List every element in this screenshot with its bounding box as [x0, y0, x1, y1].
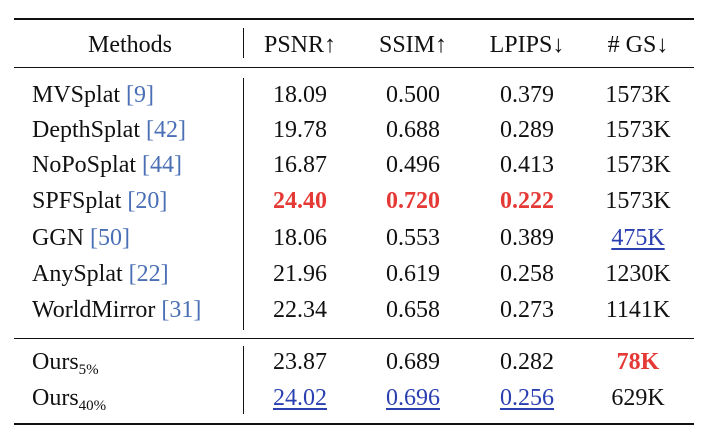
metric-value: 0.413	[500, 152, 554, 178]
citation: [20]	[127, 188, 168, 214]
metric-value: 1573K	[605, 117, 671, 143]
column-rule	[243, 28, 244, 58]
method-name: Ours40%	[32, 385, 106, 414]
metric-value: 21.96	[273, 261, 327, 287]
column-header: SSIM↑	[378, 32, 448, 58]
metric-value: 18.06	[273, 225, 327, 251]
metric-value: 0.256	[500, 385, 554, 411]
metric-value: 0.688	[386, 117, 440, 143]
metric-value: 19.78	[273, 117, 327, 143]
citation: [9]	[126, 82, 154, 108]
metric-value: 18.09	[273, 82, 327, 108]
column-rule	[243, 346, 244, 414]
metric-value: 0.689	[386, 349, 440, 375]
method-name: WorldMirror [31]	[32, 298, 201, 322]
method: GGN	[32, 225, 84, 251]
metric-value: 1573K	[605, 152, 671, 178]
column-header: PSNR↑	[263, 32, 337, 58]
bottom-rule	[14, 423, 694, 425]
method: Ours	[32, 349, 79, 375]
top-rule	[14, 18, 694, 20]
metric-value: 475K	[611, 225, 665, 251]
metric-value: 0.273	[500, 297, 554, 323]
subscript: 5%	[78, 362, 99, 378]
method: NoPoSplat	[32, 152, 137, 178]
method: DepthSplat	[32, 117, 140, 143]
method-name: AnySplat [22]	[32, 262, 169, 286]
metric-value: 1230K	[605, 261, 671, 287]
method: AnySplat	[32, 261, 123, 287]
citation: [31]	[161, 297, 202, 323]
citation: [42]	[146, 117, 186, 143]
metric-value: 1573K	[605, 188, 671, 214]
method: SPFSplat	[32, 188, 122, 214]
metric-value: 0.658	[386, 297, 440, 323]
metric-value: 0.379	[500, 82, 554, 108]
method-name: DepthSplat [42]	[32, 118, 186, 142]
column-header: LPIPS↓	[489, 32, 565, 58]
metric-value: 0.553	[386, 225, 440, 251]
metric-value: 23.87	[273, 349, 327, 375]
method: Ours	[32, 385, 79, 411]
column-header: Methods	[88, 32, 172, 58]
method-name: MVSplat [9]	[32, 83, 154, 107]
metric-value: 0.222	[500, 188, 554, 214]
column-header: # GS↓	[607, 32, 669, 58]
header-rule	[14, 67, 694, 68]
metric-value: 0.496	[386, 152, 440, 178]
metric-value: 0.289	[500, 117, 554, 143]
metric-value: 0.282	[500, 349, 554, 375]
metric-value: 24.02	[273, 385, 327, 411]
metric-value: 0.720	[386, 188, 440, 214]
metric-value: 0.258	[500, 261, 554, 287]
method-name: Ours5%	[32, 349, 99, 378]
method: WorldMirror	[32, 297, 156, 323]
metric-value: 0.696	[386, 385, 440, 411]
group-rule	[14, 338, 694, 339]
metric-value: 1141K	[605, 297, 671, 323]
metric-value: 0.619	[386, 261, 440, 287]
metric-value: 24.40	[273, 188, 327, 214]
method-name: SPFSplat [20]	[32, 189, 167, 213]
metric-value: 629K	[611, 385, 665, 411]
metric-value: 78K	[616, 349, 660, 375]
subscript: 40%	[78, 398, 107, 414]
citation: [44]	[142, 152, 182, 178]
metric-value: 22.34	[273, 297, 327, 323]
method-name: NoPoSplat [44]	[32, 153, 182, 177]
method: MVSplat	[32, 82, 121, 108]
metric-value: 16.87	[273, 152, 327, 178]
column-rule	[243, 78, 244, 330]
citation: [50]	[90, 225, 130, 251]
citation: [22]	[128, 261, 169, 287]
method-name: GGN [50]	[32, 226, 130, 250]
metric-value: 1573K	[605, 82, 671, 108]
metric-value: 0.389	[500, 225, 554, 251]
metric-value: 0.500	[386, 82, 440, 108]
